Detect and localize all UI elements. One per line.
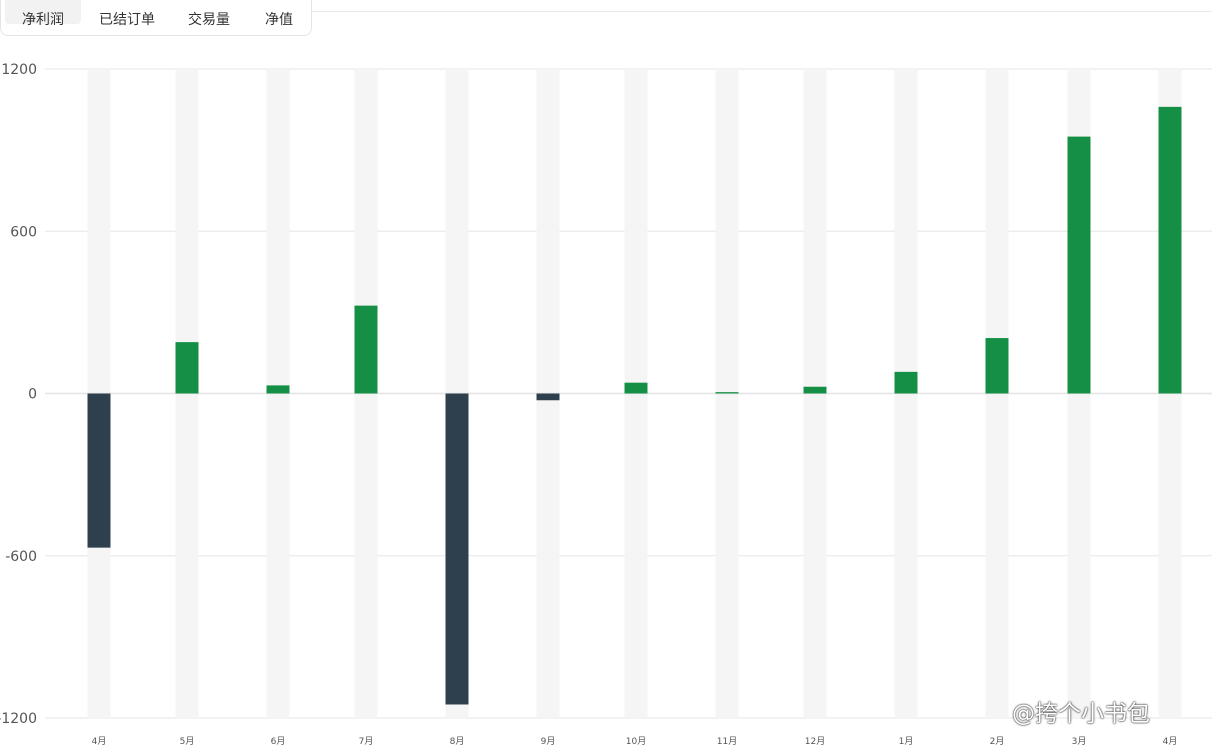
tab-volume[interactable]: 交易量 (188, 12, 230, 28)
bar (985, 338, 1009, 394)
x-tick-label: 3月 (1072, 736, 1087, 747)
tab-net-profit[interactable]: 净利润 (5, 0, 81, 28)
x-tick-label: 8月 (450, 736, 465, 747)
bar (266, 385, 290, 394)
bar (715, 392, 739, 394)
y-tick-label: -600 (5, 549, 37, 565)
tab-closed-orders[interactable]: 已结订单 (99, 12, 155, 28)
bar (1158, 106, 1182, 394)
y-tick-label: 1200 (1, 62, 37, 78)
x-tick-label: 2月 (990, 736, 1005, 747)
bar (445, 393, 469, 705)
x-tick-label: 6月 (271, 736, 286, 747)
bar (894, 371, 918, 394)
y-tick-label: -1200 (0, 711, 37, 727)
bar (354, 305, 378, 394)
bar (536, 393, 560, 401)
metric-tab-bar: 净利润 已结订单 交易量 净值 (0, 0, 312, 36)
x-tick-label: 5月 (180, 736, 195, 747)
tab-net-value[interactable]: 净值 (265, 12, 293, 28)
x-tick-label: 4月 (1163, 736, 1178, 747)
x-tick-label: 9月 (541, 736, 556, 747)
x-tick-label: 7月 (359, 736, 374, 747)
x-tick-label: 10月 (626, 736, 646, 747)
x-tick-label: 4月 (92, 736, 107, 747)
bar (803, 386, 827, 394)
y-tick-label: 600 (10, 224, 37, 240)
top-divider (0, 11, 1212, 12)
x-tick-label: 11月 (717, 736, 737, 747)
bar (1067, 136, 1091, 394)
x-tick-label: 1月 (899, 736, 914, 747)
bar (87, 393, 111, 548)
watermark-text: @挎个小书包 (1012, 701, 1150, 727)
bar (175, 342, 199, 394)
y-tick-label: 0 (28, 387, 37, 403)
x-tick-label: 12月 (805, 736, 825, 747)
bar (624, 382, 648, 394)
